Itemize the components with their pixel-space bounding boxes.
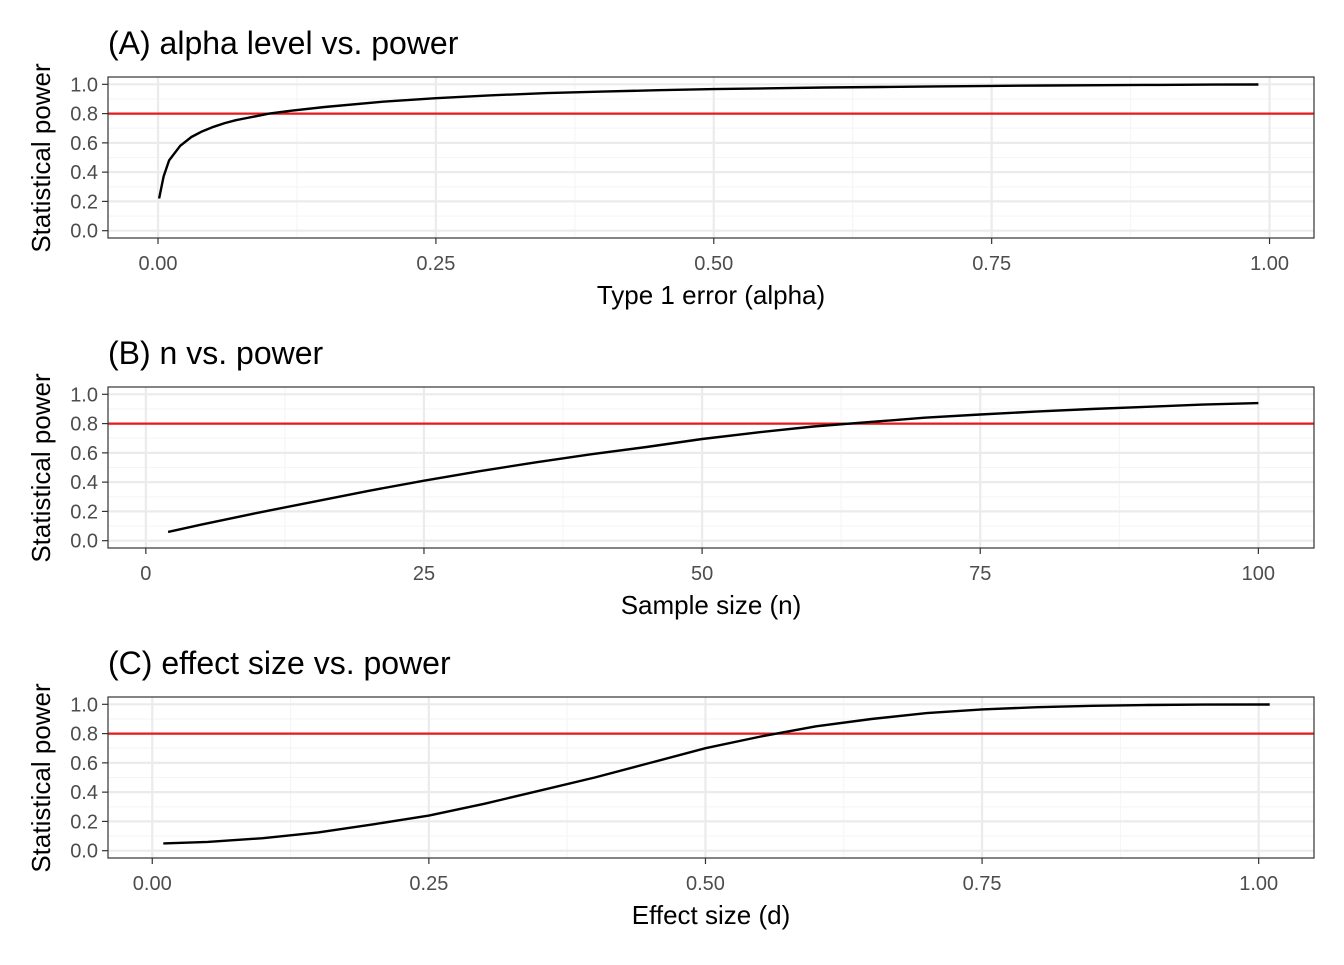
panel-c-x-tick-label: 0.25 bbox=[409, 873, 448, 895]
panel-c-x-tick-label: 0.00 bbox=[133, 873, 172, 895]
panel-a-power-curve bbox=[157, 83, 1259, 199]
panel-a-y-tick-label: 1.0 bbox=[70, 74, 98, 96]
panel-a-x-axis-label: Type 1 error (alpha) bbox=[597, 280, 825, 310]
panel-a-x-tick-label: 0.25 bbox=[416, 253, 455, 275]
panel-b-x-tick-label: 25 bbox=[413, 563, 435, 585]
panel-a-y-tick-label: 0.0 bbox=[70, 221, 98, 243]
panel-a-x-tick-label: 0.75 bbox=[972, 253, 1011, 275]
panel-b-y-axis-label: Statistical power bbox=[26, 373, 56, 563]
panel-b-x-tick-label: 50 bbox=[691, 563, 713, 585]
panel-a-y-tick-label: 0.2 bbox=[70, 191, 98, 213]
panel-c-title: (C) effect size vs. power bbox=[108, 645, 451, 681]
panel-c-y-tick-label: 0.0 bbox=[70, 841, 98, 863]
panel-c-y-tick-label: 0.8 bbox=[70, 724, 98, 746]
panel-a: (A) alpha level vs. power Statistical po… bbox=[26, 25, 1315, 310]
panel-c-y-axis-label: Statistical power bbox=[26, 683, 56, 873]
panel-b-y-tick-label: 0.0 bbox=[70, 531, 98, 553]
panel-a-y-tick-label: 0.8 bbox=[70, 104, 98, 126]
panel-c-y-tick-label: 0.6 bbox=[70, 753, 98, 775]
panel-b-y-tick-label: 0.8 bbox=[70, 414, 98, 436]
panel-b-border bbox=[107, 386, 1315, 549]
panel-b-y-tick-label: 0.2 bbox=[70, 501, 98, 523]
panel-a-x-tick-label: 1.00 bbox=[1250, 253, 1289, 275]
panel-b-x-axis-label: Sample size (n) bbox=[621, 590, 802, 620]
panel-a-title: (A) alpha level vs. power bbox=[108, 25, 459, 61]
panel-c-x-tick-label: 0.50 bbox=[686, 873, 725, 895]
panel-c-y-tick-label: 1.0 bbox=[70, 694, 98, 716]
panel-c-x-tick-label: 0.75 bbox=[963, 873, 1002, 895]
panel-c-x-axis-label: Effect size (d) bbox=[632, 900, 790, 930]
panel-b-x-tick-label: 75 bbox=[969, 563, 991, 585]
panel-b-y-tick-label: 1.0 bbox=[70, 384, 98, 406]
panel-b-y-tick-label: 0.6 bbox=[70, 443, 98, 465]
panel-b-power-curve bbox=[167, 401, 1259, 534]
panel-c-y-tick-label: 0.4 bbox=[70, 782, 98, 804]
panel-c-y-tick-label: 0.2 bbox=[70, 811, 98, 833]
panel-b: (B) n vs. power Statistical power Sample… bbox=[26, 335, 1315, 620]
panel-b-title: (B) n vs. power bbox=[108, 335, 324, 371]
panel-a-x-tick-label: 0.50 bbox=[694, 253, 733, 275]
panel-c-border bbox=[107, 696, 1315, 859]
panel-a-y-tick-label: 0.4 bbox=[70, 162, 98, 184]
panel-b-y-tick-label: 0.4 bbox=[70, 472, 98, 494]
panel-b-x-tick-label: 100 bbox=[1242, 563, 1275, 585]
panel-c-power-curve bbox=[163, 703, 1270, 845]
panel-c: (C) effect size vs. power Statistical po… bbox=[26, 645, 1315, 930]
panel-c-x-tick-label: 1.00 bbox=[1239, 873, 1278, 895]
panel-b-x-tick-label: 0 bbox=[140, 563, 151, 585]
panel-a-y-tick-label: 0.6 bbox=[70, 133, 98, 155]
panel-a-y-axis-label: Statistical power bbox=[26, 63, 56, 253]
panel-a-x-tick-label: 0.00 bbox=[139, 253, 178, 275]
panel-a-border bbox=[107, 76, 1315, 239]
